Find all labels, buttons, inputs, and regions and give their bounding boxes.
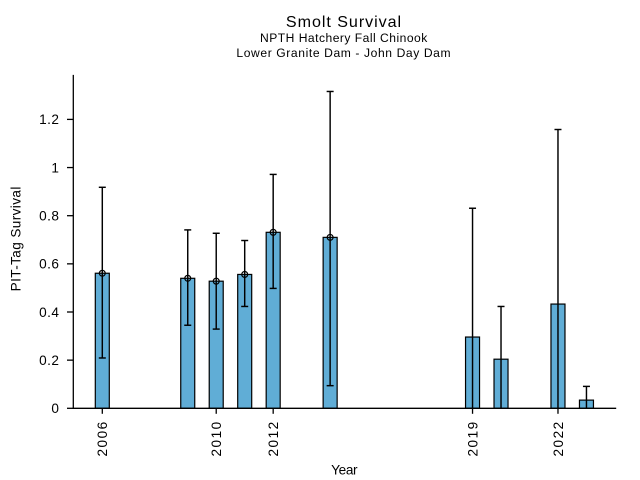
svg-text:Lower Granite Dam - John Day D: Lower Granite Dam - John Day Dam xyxy=(236,46,451,60)
svg-text:1.2: 1.2 xyxy=(39,112,59,127)
svg-text:0.8: 0.8 xyxy=(39,209,59,224)
svg-text:2006: 2006 xyxy=(95,420,110,456)
svg-text:0.6: 0.6 xyxy=(39,257,59,272)
svg-text:1: 1 xyxy=(51,160,59,175)
svg-text:PIT-Tag Survival: PIT-Tag Survival xyxy=(9,186,24,291)
svg-text:NPTH Hatchery Fall Chinook: NPTH Hatchery Fall Chinook xyxy=(260,31,428,45)
svg-text:2010: 2010 xyxy=(209,420,224,456)
svg-text:2019: 2019 xyxy=(465,420,480,456)
svg-text:Year: Year xyxy=(331,463,358,478)
svg-text:0.2: 0.2 xyxy=(39,353,59,368)
svg-text:2012: 2012 xyxy=(266,420,281,456)
svg-text:Smolt Survival: Smolt Survival xyxy=(286,13,402,31)
svg-text:0: 0 xyxy=(51,401,59,416)
svg-text:2022: 2022 xyxy=(551,420,566,456)
svg-text:0.4: 0.4 xyxy=(39,305,59,320)
